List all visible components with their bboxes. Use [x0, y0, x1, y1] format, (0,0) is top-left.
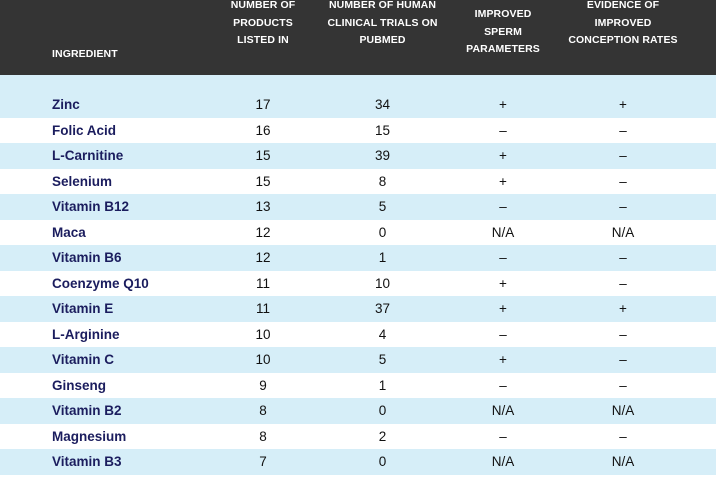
cell-ingredient: Selenium — [52, 173, 113, 189]
cell-ingredient: Vitamin B12 — [52, 199, 130, 214]
cell-sperm: – — [499, 250, 507, 265]
cell-ingredient: Vitamin E — [52, 301, 114, 316]
cell-trials: 1 — [378, 377, 387, 393]
cell-conception: N/A — [611, 224, 635, 240]
cell-conception: – — [619, 250, 627, 265]
table-row: L-Carnitine 15 39 + – — [0, 143, 716, 169]
cell-products: 11 — [255, 301, 270, 316]
table-row: L-Arginine 10 4 – – — [0, 321, 716, 347]
cell-ingredient: Vitamin B6 — [52, 250, 122, 265]
cell-products: 10 — [255, 352, 271, 367]
cell-products: 10 — [255, 326, 271, 342]
cell-ingredient: Coenzyme Q10 — [52, 275, 149, 291]
table-row: Vitamin C 10 5 + – — [0, 347, 716, 373]
cell-trials: 4 — [378, 326, 387, 342]
table-body: Zinc 17 34 + + Folic Acid 16 15– – L-Carnitine 15 3… — [0, 92, 716, 475]
table-row: Folic Acid 16 15 – – — [0, 117, 716, 143]
cell-trials: 2 — [378, 428, 387, 444]
header-sperm-evidence: EVIDENCE OF IMPROVED SPERM PARAMETERS — [466, 0, 540, 55]
cell-ingredient: Zinc — [52, 97, 80, 112]
cell-sperm: N/A — [491, 454, 515, 469]
cell-sperm: N/A — [491, 403, 515, 418]
cell-sperm: + — [499, 173, 507, 189]
table-row: Coenzyme Q10 11 10 + – — [0, 270, 716, 296]
cell-trials: 37 — [374, 301, 391, 316]
cell-trials: 5 — [378, 352, 387, 367]
cell-sperm: + — [499, 301, 507, 316]
cell-sperm: + — [499, 97, 507, 112]
cell-trials: 0 — [378, 403, 387, 418]
cell-conception: – — [619, 377, 627, 393]
table-row: Vitamin B2 8 0 N/A N/A — [0, 398, 716, 424]
table-row: Selenium 15 8 + – — [0, 168, 716, 194]
cell-ingredient: L-Carnitine — [52, 148, 124, 163]
table-row: Magnesium 8 2 – – — [0, 423, 716, 449]
cell-trials: 0 — [378, 454, 387, 469]
cell-ingredient: Maca — [52, 224, 86, 240]
cell-ingredient: Folic Acid — [52, 122, 117, 138]
cell-sperm: – — [499, 377, 507, 393]
cell-ingredient: Vitamin B3 — [52, 454, 122, 469]
table-row: Ginseng 9 1 – – — [0, 372, 716, 398]
cell-trials: 39 — [374, 148, 391, 163]
cell-products: 13 — [255, 199, 271, 214]
cell-ingredient: Ginseng — [52, 377, 107, 393]
cell-products: 15 — [255, 173, 271, 189]
cell-trials: 34 — [374, 97, 391, 112]
cell-ingredient: Vitamin C — [52, 352, 115, 367]
cell-conception: + — [619, 97, 627, 112]
header-products-listed: NUMBER OF PRODUCTS LISTED IN — [230, 0, 296, 47]
cell-conception: N/A — [611, 454, 635, 469]
cell-products: 12 — [255, 250, 271, 265]
cell-sperm: – — [499, 326, 507, 342]
cell-products: 7 — [259, 454, 267, 469]
cell-conception: – — [619, 122, 627, 138]
header-clinical-trials: NUMBER OF HUMAN CLINICAL TRIALS ON PUBME… — [327, 0, 438, 47]
cell-trials: 5 — [378, 199, 387, 214]
table-row: Vitamin B12 13 5 – – — [0, 194, 716, 220]
cell-conception: – — [619, 275, 627, 291]
table-row: Zinc 17 34 + + — [0, 92, 716, 118]
cell-conception: – — [619, 326, 627, 342]
cell-products: 11 — [255, 275, 270, 291]
cell-conception: – — [619, 428, 627, 444]
header-conception-evidence: EVIDENCE OF IMPROVED CONCEPTION RATES — [568, 0, 678, 47]
header-spacer — [0, 75, 716, 92]
cell-sperm: + — [499, 275, 507, 291]
cell-trials: 10 — [374, 275, 391, 291]
cell-sperm: – — [499, 428, 507, 444]
table-row: Vitamin B6 12 1 – – — [0, 245, 716, 271]
cell-trials: 0 — [378, 224, 387, 240]
cell-sperm: + — [499, 352, 507, 367]
cell-products: 17 — [255, 97, 271, 112]
cell-sperm: N/A — [491, 224, 515, 240]
cell-trials: 15 — [374, 122, 391, 138]
cell-sperm: + — [499, 148, 507, 163]
table-row: Vitamin B3 7 0 N/A N/A — [0, 449, 716, 475]
table-row: Maca 12 0 N/A N/A — [0, 219, 716, 245]
cell-sperm: – — [499, 122, 507, 138]
cell-conception: + — [619, 301, 627, 316]
table-row: Vitamin E 11 37 + + — [0, 296, 716, 322]
cell-conception: N/A — [611, 403, 635, 418]
cell-products: 15 — [255, 148, 271, 163]
cell-products: 8 — [259, 428, 267, 444]
cell-trials: 8 — [378, 173, 387, 189]
cell-conception: – — [619, 199, 627, 214]
cell-trials: 1 — [378, 250, 387, 265]
cell-conception: – — [619, 173, 627, 189]
cell-ingredient: L-Arginine — [52, 326, 120, 342]
cell-products: 12 — [255, 224, 271, 240]
cell-products: 8 — [259, 403, 267, 418]
cell-ingredient: Magnesium — [52, 428, 127, 444]
cell-conception: – — [619, 148, 627, 163]
cell-products: 9 — [259, 377, 267, 393]
table-header: INGREDIENT NUMBER OF PRODUCTS LISTED IN … — [0, 0, 716, 75]
cell-sperm: – — [499, 199, 507, 214]
cell-conception: – — [619, 352, 627, 367]
header-ingredient: INGREDIENT — [52, 47, 118, 60]
cell-products: 16 — [255, 122, 271, 138]
cell-ingredient: Vitamin B2 — [52, 403, 122, 418]
